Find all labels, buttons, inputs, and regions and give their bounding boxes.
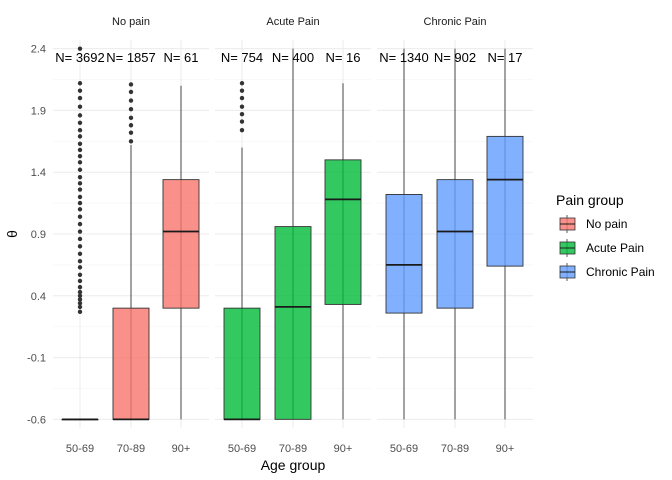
y-tick-label: 0.4	[31, 291, 46, 303]
outlier-point	[77, 265, 83, 270]
outlier-point	[77, 278, 83, 284]
x-tick-label: 90+	[172, 443, 191, 455]
outlier-point	[77, 229, 83, 234]
facet-title: Chronic Pain	[424, 16, 487, 28]
x-tick-label: 50-69	[390, 443, 418, 455]
outlier-point	[77, 46, 83, 51]
outlier-point	[239, 95, 245, 101]
x-tick-label: 90+	[334, 443, 353, 455]
outlier-point	[239, 119, 245, 124]
outlier-point	[77, 293, 83, 298]
x-tick-label: 70-89	[117, 443, 145, 455]
outlier-point	[77, 187, 83, 192]
box	[385, 194, 423, 314]
outlier-point	[77, 147, 83, 153]
y-tick-label: -0.6	[27, 414, 46, 426]
outlier-point	[77, 181, 83, 186]
x-tick-label: 70-89	[441, 443, 469, 455]
outlier-point	[77, 251, 83, 256]
outlier-point	[77, 113, 83, 118]
outlier-point	[77, 120, 83, 125]
x-axis-title: Age group	[261, 457, 326, 473]
y-tick-label: -0.1	[27, 353, 46, 365]
y-tick-label: 0.9	[31, 229, 46, 241]
marks-layer	[61, 46, 524, 421]
x-tick-label: 90+	[496, 443, 515, 455]
outlier-point	[239, 111, 245, 117]
box	[436, 179, 474, 309]
box	[324, 159, 362, 305]
outlier-point	[239, 81, 245, 86]
y-axis-title: θ	[4, 230, 20, 238]
outlier-point	[77, 153, 83, 159]
outlier-point	[77, 289, 83, 295]
n-count-label: N= 400	[272, 50, 314, 65]
outlier-point	[77, 284, 83, 290]
outlier-point	[77, 88, 83, 93]
x-tick-label: 50-69	[66, 443, 94, 455]
outlier-point	[77, 207, 83, 212]
labels-layer: -0.6 -0.1 0.4 0.9 1.4 1.9 2.4 No pain N= 3692 50-…	[4, 16, 523, 473]
n-count-label: N= 1857	[106, 50, 156, 65]
n-count-label: N= 1340	[379, 50, 429, 65]
legend-label: No pain	[586, 217, 627, 231]
outlier-point	[77, 297, 83, 302]
outlier-point	[77, 309, 83, 315]
n-count-label: N= 61	[163, 50, 198, 65]
outlier-point	[77, 272, 83, 277]
outlier-point	[239, 104, 245, 109]
legend-title: Pain group	[556, 192, 624, 208]
box	[486, 135, 524, 267]
box	[162, 179, 200, 309]
outlier-point	[77, 160, 83, 165]
outlier-point	[77, 258, 83, 264]
y-tick-label: 2.4	[31, 44, 46, 56]
box	[274, 226, 312, 420]
outlier-point	[77, 300, 83, 306]
facet-title: Acute Pain	[266, 16, 319, 28]
outlier-point	[128, 89, 134, 95]
x-tick-label: 70-89	[279, 443, 307, 455]
outlier-point	[77, 104, 83, 109]
outlier-point	[77, 236, 83, 242]
legend-label: Acute Pain	[586, 241, 644, 255]
outlier-point	[77, 141, 83, 146]
outlier-point	[128, 106, 134, 112]
n-count-label: N= 3692	[55, 50, 105, 65]
outlier-point	[77, 214, 83, 219]
outlier-point	[239, 88, 245, 93]
outlier-point	[77, 200, 83, 206]
legend-label: Chronic Pain	[586, 265, 655, 279]
outlier-point	[128, 130, 134, 135]
outlier-point	[128, 98, 134, 103]
x-tick-label: 50-69	[228, 443, 256, 455]
outlier-point	[77, 194, 83, 200]
n-count-label: N= 754	[221, 50, 263, 65]
outlier-point	[77, 95, 83, 101]
outlier-point	[128, 123, 134, 128]
outlier-point	[77, 244, 83, 249]
legend: Pain group No pain Acute Pain Chronic Pain	[556, 192, 655, 281]
n-count-label: N= 17	[487, 50, 522, 65]
outlier-point	[77, 221, 83, 227]
outlier-point	[77, 304, 83, 310]
y-tick-label: 1.4	[31, 167, 46, 179]
box	[112, 307, 150, 420]
outlier-point	[77, 81, 83, 86]
y-tick-label: 1.9	[31, 105, 46, 117]
facet-title: No pain	[112, 16, 150, 28]
box	[223, 307, 261, 420]
outlier-point	[239, 128, 245, 133]
outlier-point	[128, 82, 134, 87]
n-count-label: N= 16	[325, 50, 360, 65]
outlier-point	[77, 128, 83, 133]
outlier-point	[77, 167, 83, 172]
n-count-label: N= 902	[434, 50, 476, 65]
outlier-point	[77, 134, 83, 139]
outlier-point	[77, 174, 83, 180]
outlier-point	[128, 139, 134, 144]
outlier-point	[128, 115, 134, 121]
